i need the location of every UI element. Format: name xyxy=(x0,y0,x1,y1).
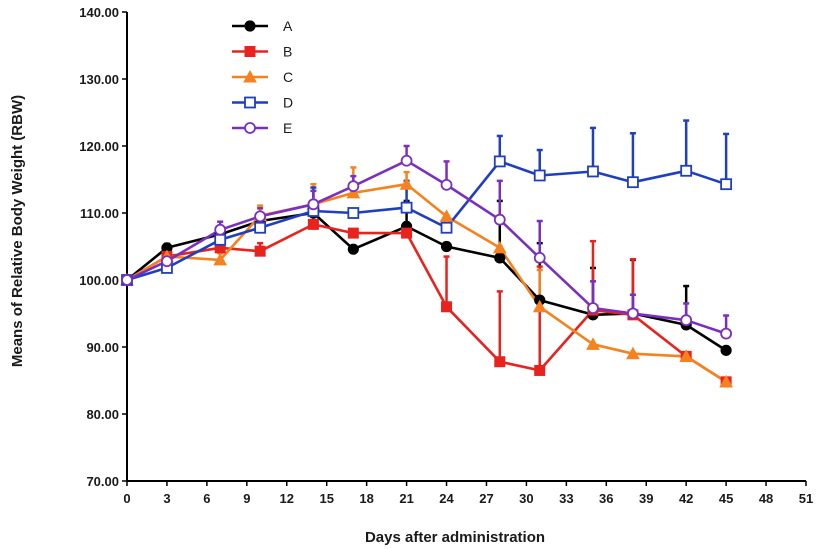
data-point-d xyxy=(720,178,733,191)
y-tick-label: 100.00 xyxy=(79,273,119,288)
legend-marker-e xyxy=(244,122,256,134)
x-tick-label: 51 xyxy=(799,491,813,506)
data-point-b xyxy=(534,364,546,376)
data-point-e xyxy=(533,251,546,264)
data-point-a xyxy=(494,252,506,264)
data-point-c xyxy=(719,374,733,388)
legend-label-d: D xyxy=(283,95,293,111)
x-tick-label: 36 xyxy=(599,491,613,506)
data-point-b xyxy=(401,227,413,239)
x-tick-label: 39 xyxy=(639,491,653,506)
y-tick-label: 140.00 xyxy=(79,5,119,20)
x-tick-label: 15 xyxy=(319,491,333,506)
series-markers xyxy=(120,154,733,388)
data-point-c xyxy=(679,349,694,362)
x-axis-title: Days after administration xyxy=(365,529,545,546)
data-point-d xyxy=(493,155,506,168)
data-point-e xyxy=(347,180,360,193)
series-line-b xyxy=(126,223,727,383)
y-tick-label: 70.00 xyxy=(86,474,119,489)
x-tick-label: 24 xyxy=(439,491,454,506)
legend-marker-c xyxy=(243,69,257,83)
data-point-d xyxy=(680,164,693,177)
series-lines xyxy=(126,159,727,383)
data-point-b xyxy=(307,218,319,230)
x-tick-label: 0 xyxy=(123,491,130,506)
x-tick-label: 6 xyxy=(203,491,210,506)
series-line-c xyxy=(126,182,727,383)
data-point-e xyxy=(587,302,599,315)
legend-marker-d xyxy=(244,96,256,109)
x-tick-label: 42 xyxy=(679,491,693,506)
x-tick-label: 9 xyxy=(243,491,250,506)
y-tick-label: 90.00 xyxy=(86,340,119,355)
x-tick-label: 33 xyxy=(559,491,573,506)
legend-marker-a xyxy=(244,20,256,32)
x-tick-label: 21 xyxy=(399,491,413,506)
data-point-c xyxy=(586,337,600,350)
data-point-a xyxy=(440,240,453,253)
legend-marker-b xyxy=(244,46,256,57)
data-point-d xyxy=(627,176,639,189)
data-point-d xyxy=(347,207,360,219)
data-point-e xyxy=(400,154,413,167)
data-point-c xyxy=(492,240,507,254)
data-point-b xyxy=(347,227,359,239)
x-tick-label: 48 xyxy=(759,491,773,506)
data-point-e xyxy=(720,327,733,340)
x-tick-label: 3 xyxy=(163,491,170,506)
y-tick-label: 80.00 xyxy=(86,407,119,422)
data-point-e xyxy=(627,307,639,320)
data-point-c xyxy=(532,299,547,313)
y-tick-label: 130.00 xyxy=(79,72,119,87)
data-point-e xyxy=(121,274,133,286)
axes: 70.00 80.00 90.00 100.00 110.00 120.00 130.00 1… xyxy=(79,5,813,506)
series-line-e xyxy=(126,159,727,335)
x-tick-label: 27 xyxy=(479,491,493,506)
y-tick-label: 110.00 xyxy=(80,206,119,221)
data-point-d xyxy=(440,221,453,234)
data-point-b xyxy=(254,245,266,257)
data-point-e xyxy=(440,178,453,191)
legend-label-a: A xyxy=(283,18,293,34)
data-point-e xyxy=(307,198,320,211)
series-line-d xyxy=(126,160,727,282)
data-point-d xyxy=(587,165,599,178)
x-tick-label: 30 xyxy=(519,491,533,506)
y-axis-title: Means of Relative Body Weight (RBW) xyxy=(9,95,26,367)
legend-label-e: E xyxy=(283,120,292,136)
data-point-c xyxy=(346,185,361,199)
data-point-e xyxy=(161,255,173,268)
data-point-a xyxy=(720,344,732,356)
data-point-e xyxy=(254,210,267,223)
data-point-c xyxy=(439,209,454,222)
y-tick-label: 120.00 xyxy=(79,139,119,154)
data-point-c xyxy=(626,346,640,360)
legend-label-c: C xyxy=(283,69,293,85)
data-point-e xyxy=(214,223,227,236)
data-point-d xyxy=(533,169,546,182)
data-point-e xyxy=(680,314,693,327)
data-point-b xyxy=(494,356,506,368)
data-point-d xyxy=(400,201,413,214)
data-point-d xyxy=(214,233,227,246)
data-point-c xyxy=(213,252,228,266)
x-tick-label: 18 xyxy=(359,491,373,506)
legend-label-b: B xyxy=(283,44,292,60)
data-point-e xyxy=(493,213,506,226)
x-tick-label: 12 xyxy=(280,491,294,506)
data-point-a xyxy=(347,243,359,255)
data-point-d xyxy=(254,221,267,234)
data-point-c xyxy=(399,177,414,190)
x-tick-label: 45 xyxy=(719,491,733,506)
data-point-b xyxy=(441,301,453,313)
